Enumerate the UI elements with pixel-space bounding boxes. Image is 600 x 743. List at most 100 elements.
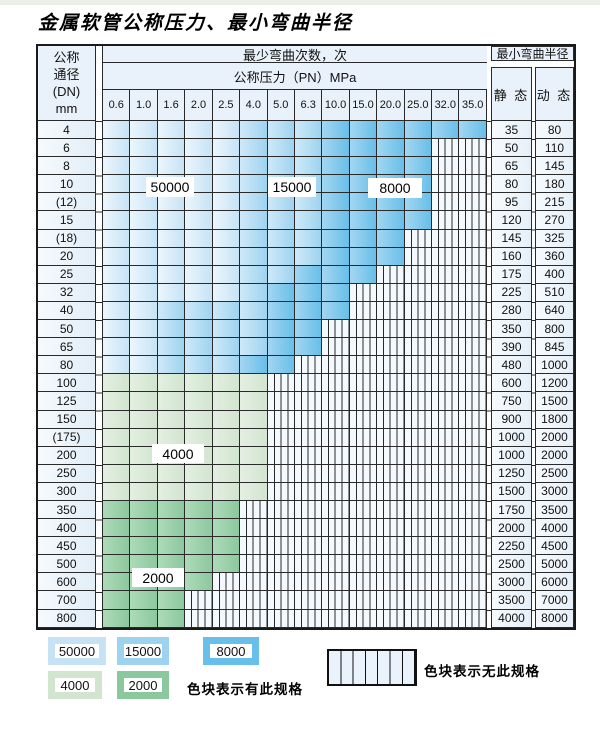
pressure-cell — [240, 247, 268, 266]
pressure-cell — [459, 157, 487, 176]
pressure-cell — [185, 555, 213, 574]
pressure-cell — [349, 265, 378, 284]
pressure-cell — [267, 591, 295, 610]
pressure-cell — [267, 193, 295, 212]
dynamic-cell: 2500 — [536, 464, 574, 483]
static-cell: 350 — [492, 320, 532, 339]
legend-swatch-label: 50000 — [58, 643, 96, 659]
pressure-cell — [377, 157, 405, 176]
pressure-cell — [349, 374, 378, 393]
pressure-cell — [267, 609, 295, 628]
pressure-cell — [103, 283, 131, 302]
dn-cell: (175) — [38, 428, 96, 447]
pressure-cell — [459, 573, 487, 592]
pressure-cell — [157, 392, 186, 411]
pressure-cell — [404, 320, 433, 339]
pressure-cell — [294, 139, 323, 158]
pressure-cell — [267, 573, 295, 592]
pressure-cell — [185, 392, 213, 411]
pressure-cell — [185, 193, 213, 212]
dn-cell: 125 — [38, 392, 96, 411]
pressure-cell — [130, 537, 158, 556]
pressure-cell — [267, 537, 295, 556]
pressure-cell — [185, 609, 213, 628]
pressure-cell — [377, 139, 405, 158]
pressure-cell — [212, 247, 241, 266]
dn-cell: 6 — [38, 139, 96, 158]
pressure-cell — [459, 410, 487, 429]
pressure-cell — [267, 464, 295, 483]
pressure-cell — [294, 320, 323, 339]
overlay-label: 15000 — [268, 177, 316, 197]
dynamic-cell: 800 — [536, 320, 574, 339]
pressure-cell — [240, 374, 268, 393]
pressure-cell — [240, 320, 268, 339]
pressure-cell — [157, 157, 186, 176]
pressure-cell — [404, 121, 433, 140]
pressure-cell — [294, 193, 323, 212]
pressure-tick-cell: 10.0 — [322, 90, 350, 121]
pressure-cell — [212, 392, 241, 411]
dynamic-cell: 2000 — [536, 428, 574, 447]
pressure-cell — [404, 356, 433, 375]
legend-swatch: 8000 — [203, 637, 259, 665]
pressure-cell — [349, 211, 378, 230]
pressure-cell — [240, 591, 268, 610]
static-cell: 3500 — [492, 591, 532, 610]
pressure-cell — [349, 609, 378, 628]
dynamic-cell: 400 — [536, 265, 574, 284]
dn-cell: 300 — [38, 482, 96, 501]
pressure-cell — [349, 338, 378, 357]
pressure-cell — [432, 537, 460, 556]
pressure-cell — [212, 609, 241, 628]
dn-cell: (18) — [38, 229, 96, 248]
pressure-cell — [322, 464, 350, 483]
pressure-cell — [432, 428, 460, 447]
pressure-cell — [404, 229, 433, 248]
pressure-cell — [459, 283, 487, 302]
pressure-cell — [459, 519, 487, 538]
pressure-cell — [322, 157, 350, 176]
pressure-cell — [240, 519, 268, 538]
legend-swatch: 2000 — [117, 671, 169, 699]
pressure-cell — [212, 157, 241, 176]
hose-table: 公称 通径 (DN) mm 4 6 8 10 (12) 15 (18) 20 25 32 40 50 6… — [36, 44, 576, 630]
dynamic-cell: 3500 — [536, 500, 574, 520]
pressure-cell — [240, 537, 268, 556]
pressure-cell — [432, 139, 460, 158]
pressure-cell — [212, 464, 241, 483]
page-title: 金属软管公称压力、最小弯曲半径 — [38, 12, 354, 34]
pressure-cell — [294, 537, 323, 556]
pressure-cell — [267, 555, 295, 574]
pressure-section: 最少弯曲次数，次 公称压力（PN）MPa 0.6 1.0 1.6 2.0 2.5 4.0 5… — [102, 46, 487, 628]
pressure-cell — [377, 428, 405, 447]
pressure-cell — [349, 519, 378, 538]
pressure-cell — [267, 374, 295, 393]
dn-cell: 10 — [38, 175, 96, 194]
static-cell: 145 — [492, 229, 532, 248]
dn-header-line: mm — [55, 101, 78, 116]
pressure-cell — [432, 193, 460, 212]
pressure-cell — [130, 500, 158, 520]
dn-header-line: 通径 — [53, 67, 80, 82]
pressure-cell — [377, 121, 405, 140]
static-cell: 480 — [492, 356, 532, 375]
pressure-cell — [103, 482, 131, 501]
dynamic-cell: 4500 — [536, 537, 574, 556]
pressure-cell — [157, 356, 186, 375]
pressure-cell — [377, 392, 405, 411]
pressure-cell — [157, 211, 186, 230]
pressure-cell — [267, 211, 295, 230]
pressure-cell — [404, 482, 433, 501]
pressure-cell — [294, 519, 323, 538]
pressure-cell — [404, 464, 433, 483]
dn-cell: 350 — [38, 500, 96, 520]
pressure-cell — [185, 338, 213, 357]
pressure-cell — [377, 500, 405, 520]
pressure-cell — [212, 356, 241, 375]
pressure-cell — [130, 265, 158, 284]
static-cell: 4000 — [492, 609, 532, 628]
pressure-cell — [322, 519, 350, 538]
pressure-cell — [404, 392, 433, 411]
pressure-cell — [322, 121, 350, 140]
